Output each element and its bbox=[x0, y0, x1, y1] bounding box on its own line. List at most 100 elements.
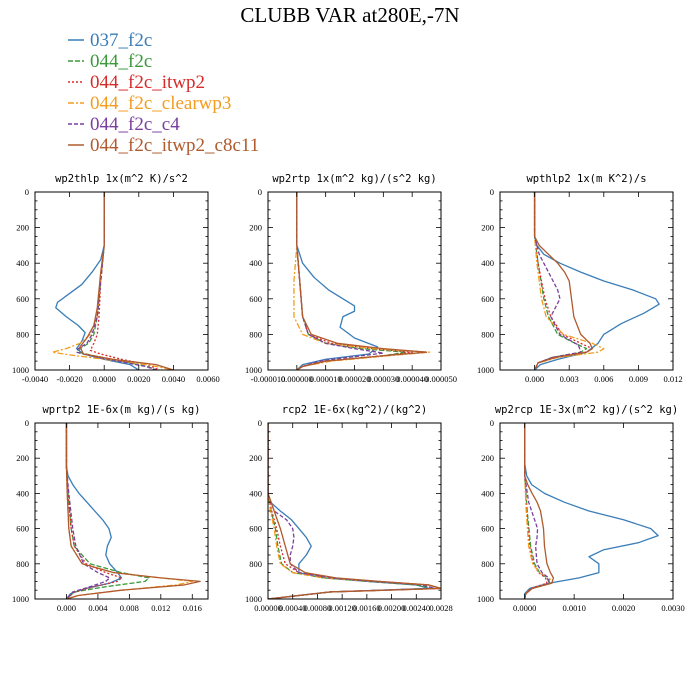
x-tick-label: 0.0000 bbox=[513, 603, 536, 613]
y-tick-label: 400 bbox=[249, 258, 262, 268]
y-tick-label: 800 bbox=[481, 559, 494, 569]
x-tick-label: 0.00240 bbox=[402, 603, 430, 613]
y-tick-label: 0 bbox=[258, 418, 262, 428]
series-line-4 bbox=[293, 192, 431, 370]
series-line-2 bbox=[77, 192, 157, 370]
panel-title: wpthlp2 1x(m K^2)/s bbox=[526, 173, 646, 185]
y-tick-label: 600 bbox=[16, 524, 29, 534]
chart-panel-6: wp2rcp 1E-3x(m^2 kg)/(s^2 kg)0 200 400 600 8… bbox=[477, 404, 685, 613]
x-tick-label: 0.000030 bbox=[367, 374, 399, 384]
legend: 037_f2c044_f2c044_f2c_itwp2044_f2c_clear… bbox=[68, 30, 259, 156]
series-line-6 bbox=[79, 192, 174, 370]
y-tick-label: 800 bbox=[16, 329, 29, 339]
series-line-4 bbox=[51, 192, 174, 370]
panels: wp2thlp 1x(m^2 K)/s^202004006008001000-0… bbox=[12, 173, 685, 613]
y-tick-label: 400 bbox=[481, 488, 494, 498]
panel-title: wprtp2 1E-6x(m kg)/(s kg) bbox=[42, 404, 200, 416]
chart-panel-3: wpthlp2 1x(m K^2)/s 0 200 400 600 800 1000 0.00… bbox=[477, 173, 683, 384]
x-tick-label: 0.003 bbox=[560, 374, 579, 384]
series-group bbox=[533, 192, 660, 370]
y-tick-label: 1000 bbox=[12, 594, 29, 604]
x-tick-label: 0.004 bbox=[88, 603, 108, 613]
x-tick-label: 0.016 bbox=[183, 603, 202, 613]
chart-panel-1: wp2thlp 1x(m^2 K)/s^202004006008001000-0… bbox=[12, 173, 220, 384]
series-line-1 bbox=[296, 192, 379, 370]
x-tick-label: 0.0020 bbox=[612, 603, 635, 613]
series-line-6 bbox=[65, 423, 201, 599]
series-line-6 bbox=[296, 192, 428, 370]
series-line-5 bbox=[65, 423, 111, 599]
y-tick-label: 400 bbox=[16, 488, 29, 498]
x-tick-label: 0.000 bbox=[525, 374, 544, 384]
x-tick-label: 0.0030 bbox=[661, 603, 684, 613]
series-group bbox=[51, 192, 174, 370]
y-tick-label: 0 bbox=[25, 187, 29, 197]
y-tick-label: 200 bbox=[16, 453, 29, 463]
y-tick-label: 1000 bbox=[477, 365, 494, 375]
x-tick-label: 0.000 bbox=[57, 603, 76, 613]
y-tick-label: 200 bbox=[481, 223, 494, 233]
y-tick-label: 200 bbox=[481, 453, 494, 463]
panel-title: wp2rtp 1x(m^2 kg)/(s^2 kg) bbox=[272, 173, 436, 185]
series-line-2 bbox=[533, 192, 588, 370]
legend-label: 044_f2c_c4 bbox=[90, 114, 180, 135]
x-tick-label: 0.012 bbox=[663, 374, 682, 384]
chart-panel-5: rcp2 1E-6x(kg^2)/(kg^2) 0 200 400 600 800 1000… bbox=[245, 404, 453, 613]
x-tick-label: 0.00120 bbox=[328, 603, 356, 613]
series-group bbox=[293, 192, 431, 370]
series-line-6 bbox=[524, 423, 555, 599]
y-tick-label: 0 bbox=[258, 187, 262, 197]
legend-label: 044_f2c_clearwp3 bbox=[90, 93, 231, 114]
x-tick-label: 0.000020 bbox=[339, 374, 371, 384]
figure-title: CLUBB VAR at280E,-7N bbox=[240, 3, 459, 27]
y-tick-label: 0 bbox=[490, 418, 494, 428]
x-tick-label: 0.00160 bbox=[353, 603, 381, 613]
x-tick-label: 0.00040 bbox=[279, 603, 307, 613]
y-tick-label: 800 bbox=[481, 329, 494, 339]
x-tick-label: 0.00200 bbox=[378, 603, 406, 613]
x-tick-label: 0.00000 bbox=[254, 603, 282, 613]
x-tick-label: 0.006 bbox=[594, 374, 613, 384]
x-tick-label: 0.009 bbox=[629, 374, 648, 384]
x-tick-label: 0.00080 bbox=[304, 603, 332, 613]
y-tick-label: 0 bbox=[490, 187, 494, 197]
series-line-6 bbox=[533, 192, 593, 370]
panel-title: wp2thlp 1x(m^2 K)/s^2 bbox=[55, 173, 188, 185]
y-tick-label: 800 bbox=[16, 559, 29, 569]
series-line-5 bbox=[296, 192, 384, 370]
series-group bbox=[524, 423, 659, 599]
y-tick-label: 200 bbox=[249, 453, 262, 463]
x-tick-label: 0.0040 bbox=[162, 374, 185, 384]
x-tick-label: -0.0020 bbox=[56, 374, 82, 384]
panel-title: wp2rcp 1E-3x(m^2 kg)/(s^2 kg) bbox=[495, 404, 678, 416]
chart-panel-2: wp2rtp 1x(m^2 kg)/(s^2 kg) 0 200 400 600 800 1… bbox=[245, 173, 457, 384]
panel-title: rcp2 1E-6x(kg^2)/(kg^2) bbox=[282, 404, 427, 416]
x-tick-label: 0.0000 bbox=[93, 374, 116, 384]
x-tick-label: -0.0040 bbox=[22, 374, 48, 384]
x-tick-label: 0.0020 bbox=[127, 374, 150, 384]
y-tick-label: 600 bbox=[249, 524, 262, 534]
series-line-5 bbox=[268, 423, 436, 599]
series-group bbox=[65, 423, 201, 599]
x-tick-label: 0.0060 bbox=[196, 374, 219, 384]
y-tick-label: 600 bbox=[249, 294, 262, 304]
y-tick-label: 600 bbox=[481, 524, 494, 534]
series-line-6 bbox=[268, 423, 441, 599]
y-tick-label: 1000 bbox=[12, 365, 29, 375]
y-tick-label: 800 bbox=[249, 329, 262, 339]
y-tick-label: 400 bbox=[481, 258, 494, 268]
x-tick-label: 0.008 bbox=[120, 603, 139, 613]
x-tick-label: -0.000010 bbox=[251, 374, 286, 384]
legend-label: 044_f2c_itwp2_c8c11 bbox=[90, 135, 259, 156]
series-group bbox=[268, 423, 441, 599]
y-tick-label: 1000 bbox=[245, 594, 262, 604]
series-line-1 bbox=[524, 423, 659, 599]
y-tick-label: 800 bbox=[249, 559, 262, 569]
y-tick-label: 400 bbox=[249, 488, 262, 498]
x-tick-label: 0.012 bbox=[151, 603, 170, 613]
y-tick-label: 600 bbox=[16, 294, 29, 304]
y-tick-label: 200 bbox=[16, 223, 29, 233]
y-tick-label: 600 bbox=[481, 294, 494, 304]
